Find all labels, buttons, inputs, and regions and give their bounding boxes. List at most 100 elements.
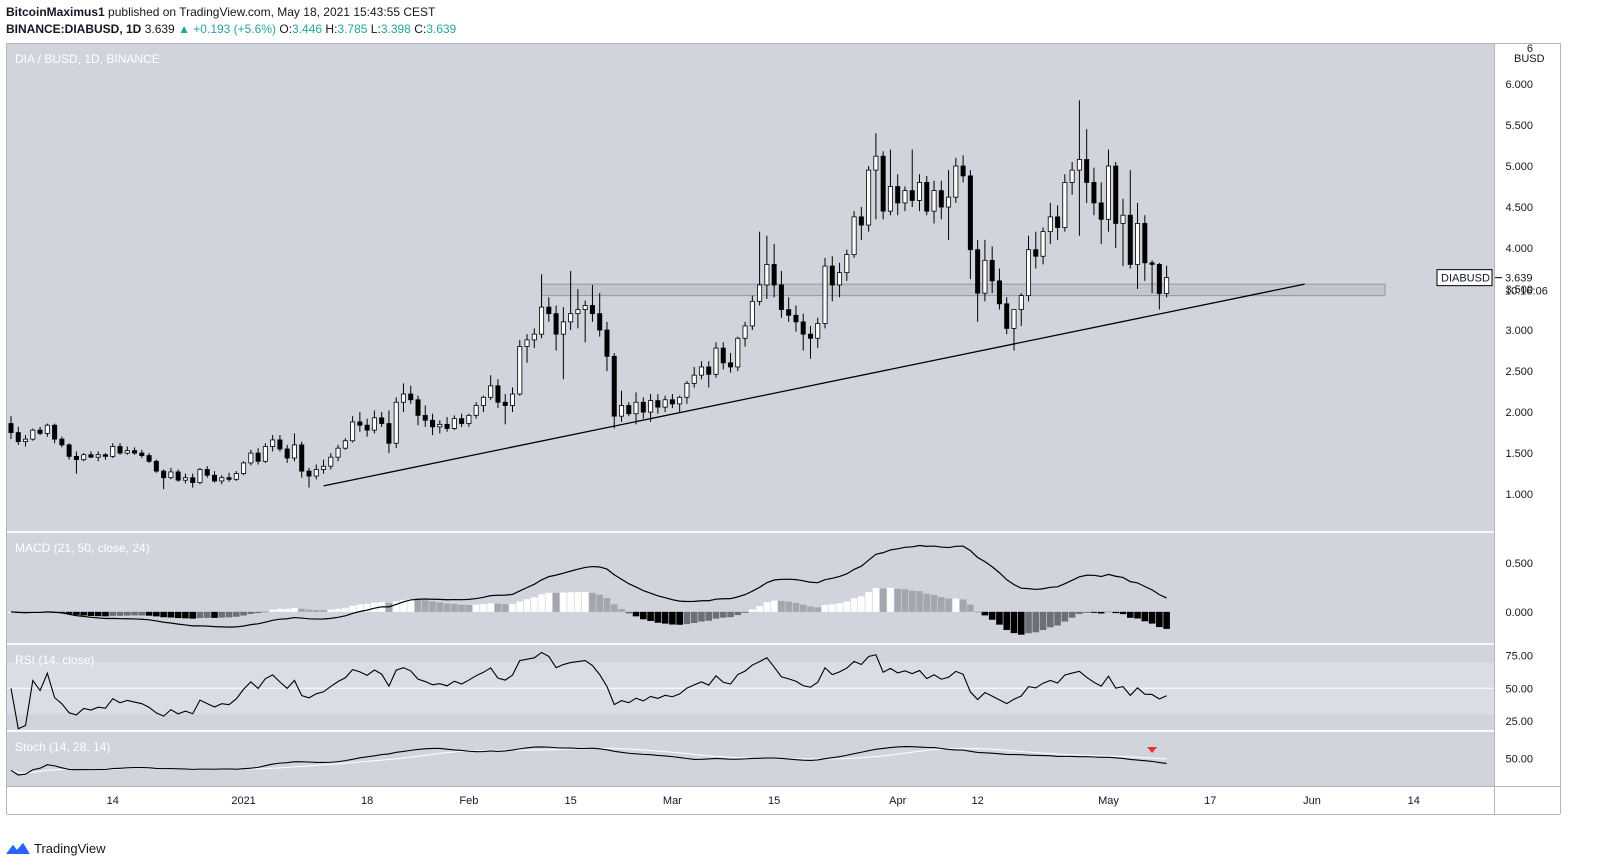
candle-down [858,216,864,226]
candle-down [829,265,835,286]
candle-up [371,417,377,431]
macd-line[interactable] [10,544,1167,628]
macd-histogram-bar [792,602,800,612]
macd-histogram-bar [465,605,473,612]
macd-histogram-bar [996,611,1003,625]
candle-up [1164,277,1170,294]
candle-down [212,474,218,482]
rsi-line[interactable] [10,651,1167,730]
candle-down [778,284,784,310]
candle-down [967,175,973,251]
macd-histogram-bar [523,599,531,612]
price-tick-label: 1.500 [1505,448,1533,460]
macd-histogram-bar [981,611,989,616]
macd-tick-label: 0.000 [1505,607,1533,619]
macd-histogram-bar [690,611,698,623]
candle-up [1026,249,1032,297]
candle-up [168,471,174,479]
price-tick-label: 4.000 [1505,243,1533,255]
last-price-value: 3.639 [1505,273,1533,285]
symbol-price-tag-label: DIABUSD [1441,273,1490,285]
macd-histogram-bar [363,603,371,612]
candle-down [1127,214,1133,265]
candle-up [335,447,341,458]
candle-down [669,399,675,405]
candle-down [37,429,43,434]
candle-down [357,421,363,426]
publish-line: BitcoinMaximus1 published on TradingView… [6,5,435,19]
price-pane-title: DIA / BUSD, 1D, BINANCE [15,52,160,66]
macd-histogram-bar [828,604,836,612]
macd-histogram-bar [814,607,822,612]
candle-up [1069,169,1075,183]
candle-up [1120,214,1126,224]
macd-histogram-bar [400,599,407,612]
candle-down [59,438,65,446]
candle-down [553,313,559,335]
macd-histogram-bar [1039,611,1047,631]
macd-histogram-bar [1141,611,1149,622]
macd-histogram-bar [182,611,189,619]
candle-up [866,169,872,226]
candle-down [807,333,813,339]
macd-tick-label: 0.500 [1505,558,1533,570]
tradingview-logo[interactable]: TradingView [6,841,106,856]
low-value: 3.398 [380,22,411,36]
macd-histogram-bar [1126,611,1134,618]
candle-down [589,305,595,315]
candle-down [706,366,712,375]
candle-down [175,471,181,481]
candle-down [52,424,58,440]
time-tick-label: 14 [107,795,119,807]
ascending-support-trendline[interactable] [323,283,1305,487]
macd-histogram-bar [102,611,109,617]
candle-down [190,477,196,484]
candle-down [1142,223,1148,264]
candle-up [393,401,399,444]
price-tick-label: 2.000 [1505,407,1533,419]
macd-histogram-bar [73,611,80,615]
macd-histogram-bar [959,599,967,612]
macd-histogram-bar [1010,611,1018,634]
candle-up [539,306,545,335]
close-label: C: [414,22,427,36]
macd-histogram-bar [603,598,611,612]
macd-histogram-bar [683,611,691,625]
tradingview-logo-text: TradingView [34,841,106,856]
candle-up [1062,182,1068,228]
macd-histogram-bar [719,611,727,618]
macd-histogram-bar [1090,611,1098,613]
candle-down [1091,182,1097,204]
time-tick-label: May [1098,795,1119,807]
macd-histogram-bar [567,592,574,612]
candle-up [757,284,763,302]
macd-histogram-bar [262,611,269,613]
candle-down [299,444,305,472]
candle-up [902,190,908,204]
candle-down [386,423,392,444]
symbol-label[interactable]: BINANCE:DIABUSD, 1D [6,22,142,36]
macd-histogram-bar [974,611,981,613]
candle-up [291,444,297,459]
macd-histogram-bar [211,611,218,618]
author-name[interactable]: BitcoinMaximus1 [6,5,105,19]
macd-histogram-bar [174,611,182,619]
macd-histogram-bar [131,611,138,616]
candle-down [73,455,79,461]
macd-pane-background[interactable] [7,532,1494,643]
stoch-k-line[interactable] [10,746,1167,776]
bar-countdown: 10:16:06 [1505,286,1548,298]
candle-down [975,249,981,294]
price-tick-label: 1.000 [1505,489,1533,501]
macd-histogram-bar [756,606,763,612]
symbol-price-tag[interactable] [1436,269,1493,287]
macd-histogram-bar [1068,611,1076,618]
candle-up [531,333,537,341]
tradingview-logo-icon [6,842,30,854]
macd-histogram-bar [821,604,829,612]
macd-histogram-bar [770,600,778,612]
macd-histogram-bar [545,592,553,612]
candle-down [379,417,385,424]
change-value: +0.193 (+5.6%) [193,22,277,36]
